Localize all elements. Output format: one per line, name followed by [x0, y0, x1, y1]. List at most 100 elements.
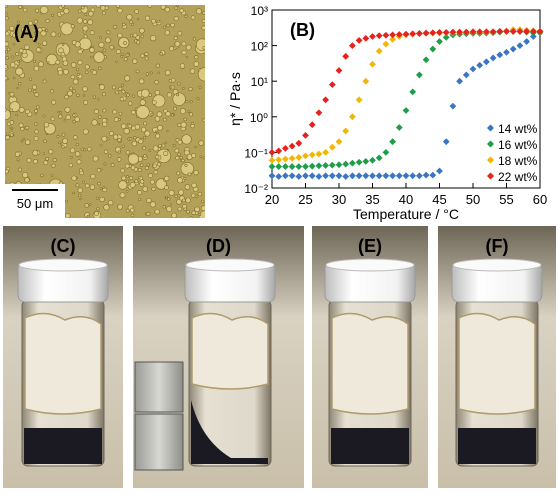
droplet [102, 11, 105, 14]
droplet [155, 90, 160, 95]
liquid [331, 428, 409, 464]
droplet [182, 135, 192, 145]
droplet [120, 97, 124, 101]
legend-label: 14 wt% [498, 122, 538, 136]
point [322, 96, 329, 103]
droplet [147, 164, 150, 167]
droplet [13, 43, 15, 45]
droplet [186, 210, 189, 213]
droplet [84, 149, 86, 151]
droplet [195, 55, 198, 58]
point [295, 140, 302, 147]
droplet [166, 196, 168, 198]
droplet [12, 56, 14, 58]
point [423, 56, 430, 63]
point [403, 107, 410, 114]
droplet [203, 12, 206, 15]
droplet [25, 45, 30, 50]
droplet [89, 204, 91, 206]
droplet [73, 114, 76, 117]
droplet [189, 87, 192, 90]
droplet [167, 24, 170, 27]
point [269, 172, 276, 179]
point [309, 172, 316, 179]
point [316, 151, 323, 158]
droplet [174, 16, 178, 20]
droplet [46, 19, 50, 23]
droplet [180, 156, 183, 159]
point [409, 172, 416, 179]
droplet [194, 61, 199, 66]
droplet [25, 140, 30, 145]
droplet [47, 62, 49, 64]
droplet [19, 49, 23, 53]
droplet [46, 157, 49, 160]
droplet [60, 11, 64, 15]
point [389, 172, 396, 179]
droplet [12, 96, 14, 98]
droplet [97, 99, 99, 101]
droplet [126, 151, 130, 155]
vial-cap-top [186, 259, 274, 271]
droplet [137, 41, 140, 44]
droplet [22, 172, 27, 177]
droplet [46, 29, 48, 31]
droplet [190, 101, 192, 103]
droplet [143, 155, 146, 158]
droplet [171, 213, 176, 218]
droplet [200, 156, 202, 158]
droplet [104, 163, 106, 165]
point [316, 109, 323, 116]
panel-label: (F) [486, 236, 509, 256]
droplet [118, 33, 123, 38]
point [309, 163, 316, 170]
droplet [155, 116, 160, 121]
droplet [118, 8, 123, 13]
vial-cap-top [326, 259, 414, 271]
point [316, 162, 323, 169]
droplet [150, 202, 155, 207]
point [383, 172, 390, 179]
droplet [61, 145, 64, 148]
droplet [13, 77, 15, 79]
droplet [10, 134, 13, 137]
droplet [103, 49, 106, 52]
droplet [169, 47, 173, 51]
droplet [158, 144, 161, 147]
point [302, 163, 309, 170]
droplet [72, 41, 76, 45]
droplet [186, 198, 191, 203]
droplet [125, 76, 130, 81]
droplet [149, 150, 151, 152]
droplet [184, 208, 187, 211]
droplet [4, 133, 7, 136]
point [396, 172, 403, 179]
droplet [73, 192, 75, 194]
droplet [77, 94, 80, 97]
droplet [190, 216, 192, 218]
droplet [175, 149, 179, 153]
point [282, 172, 289, 179]
droplet [165, 70, 170, 75]
droplet [152, 187, 156, 191]
droplet [173, 107, 176, 110]
droplet [170, 87, 172, 89]
droplet [188, 111, 190, 113]
droplet [108, 154, 111, 157]
point [342, 161, 349, 168]
point [275, 156, 282, 163]
droplet [66, 115, 71, 120]
droplet [139, 79, 144, 84]
droplet [175, 156, 179, 160]
point [483, 28, 490, 35]
droplet [113, 135, 118, 140]
point [302, 132, 309, 139]
droplet [196, 39, 208, 51]
panel-label: (C) [51, 236, 76, 256]
droplet [93, 96, 96, 99]
droplet [150, 180, 154, 184]
droplet [61, 52, 65, 56]
droplet [130, 21, 133, 24]
point [503, 49, 510, 56]
droplet [62, 44, 64, 46]
